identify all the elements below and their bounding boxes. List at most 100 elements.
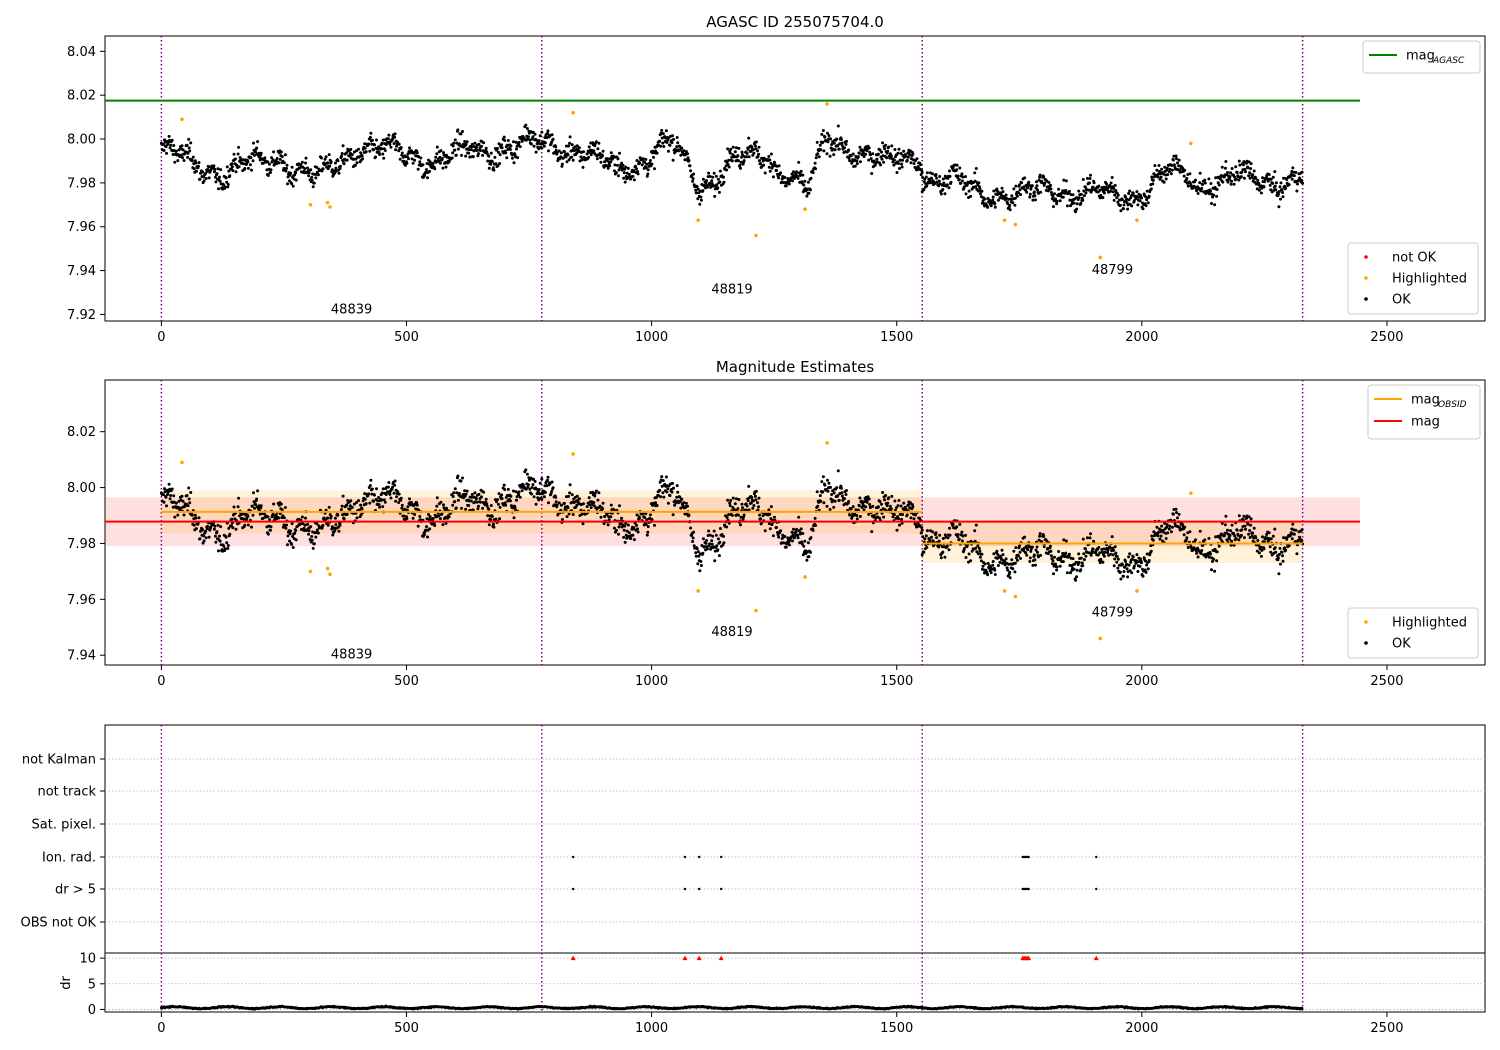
ok-point <box>718 180 722 184</box>
ok-point <box>1210 568 1213 572</box>
ok-point <box>380 147 384 151</box>
ok-point <box>757 505 760 509</box>
ok-point <box>827 134 831 138</box>
ok-point <box>383 149 387 152</box>
ok-point <box>1261 176 1264 180</box>
ok-point <box>880 157 884 161</box>
ok-point <box>307 174 311 178</box>
ok-point <box>451 144 455 148</box>
ok-point <box>718 169 722 173</box>
ok-point <box>336 159 340 163</box>
ok-point <box>509 144 513 148</box>
ok-point <box>1132 564 1136 568</box>
ok-point <box>307 532 311 536</box>
ok-point <box>636 170 639 173</box>
ok-point <box>784 545 788 549</box>
ok-point <box>506 487 510 491</box>
ok-point <box>441 523 445 527</box>
ok-point <box>641 157 645 161</box>
ok-point <box>1112 186 1116 190</box>
ok-point <box>1196 555 1200 559</box>
ok-point <box>858 160 862 164</box>
ok-point <box>1203 538 1207 542</box>
ok-point <box>928 178 932 182</box>
ok-point <box>813 161 817 165</box>
ok-point <box>729 147 733 151</box>
ok-point <box>858 145 862 149</box>
ok-point <box>1126 207 1130 211</box>
ok-point <box>315 165 319 169</box>
ok-point <box>389 145 393 149</box>
ok-point <box>1125 562 1129 566</box>
ok-point <box>956 533 960 537</box>
obsid-label: 48819 <box>711 625 752 640</box>
ok-point <box>484 497 488 501</box>
ok-point <box>1209 552 1212 556</box>
ok-point <box>286 175 290 179</box>
ok-point <box>304 156 308 160</box>
ok-point <box>1243 167 1247 171</box>
ok-point <box>512 516 516 520</box>
ok-point <box>497 142 501 146</box>
ok-point <box>1042 534 1046 538</box>
ok-point <box>1037 555 1040 559</box>
ok-point <box>1035 180 1038 184</box>
ok-point <box>490 515 494 518</box>
ok-point <box>833 148 837 152</box>
ok-point <box>256 489 260 493</box>
ok-point <box>532 495 536 499</box>
ok-point <box>513 506 517 509</box>
ok-point <box>1188 530 1192 534</box>
ok-point <box>941 550 945 554</box>
ok-point <box>1035 545 1039 549</box>
ok-point <box>978 192 982 196</box>
ok-point <box>696 562 700 566</box>
ok-point <box>1158 537 1162 541</box>
ok-point <box>286 182 289 186</box>
ok-point <box>616 157 620 161</box>
ok-point <box>1052 205 1055 209</box>
ok-point <box>728 504 732 508</box>
ok-point <box>1271 175 1275 179</box>
ok-point <box>1225 538 1229 542</box>
ok-point <box>587 496 591 500</box>
ok-point <box>1292 532 1296 536</box>
ok-point <box>848 513 852 517</box>
ok-point <box>1279 562 1282 566</box>
ok-point <box>1113 183 1117 187</box>
ok-point <box>288 532 292 536</box>
ok-point <box>832 141 836 145</box>
ok-point <box>547 149 550 153</box>
ok-point <box>382 156 386 160</box>
ok-point <box>998 196 1002 200</box>
ok-point <box>912 162 916 165</box>
ok-point <box>899 152 903 155</box>
ok-point <box>983 562 987 566</box>
ok-point <box>355 516 359 520</box>
ok-point <box>1239 533 1243 537</box>
ok-point <box>327 153 331 157</box>
ok-point <box>896 151 900 155</box>
ok-point <box>259 151 263 155</box>
ok-point <box>419 156 423 160</box>
ok-point <box>686 156 690 160</box>
ok-point <box>406 152 410 156</box>
ok-point <box>1031 563 1035 567</box>
ok-point <box>537 488 541 491</box>
ok-point <box>418 160 422 164</box>
ok-point <box>1075 207 1079 211</box>
ok-point <box>1077 189 1081 193</box>
ok-point <box>629 537 633 540</box>
ok-point <box>232 505 236 509</box>
ok-point <box>1131 191 1135 195</box>
ok-point <box>1081 198 1085 202</box>
ok-point <box>232 152 236 156</box>
ok-point <box>1267 173 1271 176</box>
ok-point <box>993 568 997 572</box>
ok-point <box>294 538 298 542</box>
ok-point <box>219 168 223 172</box>
ok-point <box>912 517 916 521</box>
ok-point <box>380 498 384 502</box>
ok-point <box>186 155 190 159</box>
